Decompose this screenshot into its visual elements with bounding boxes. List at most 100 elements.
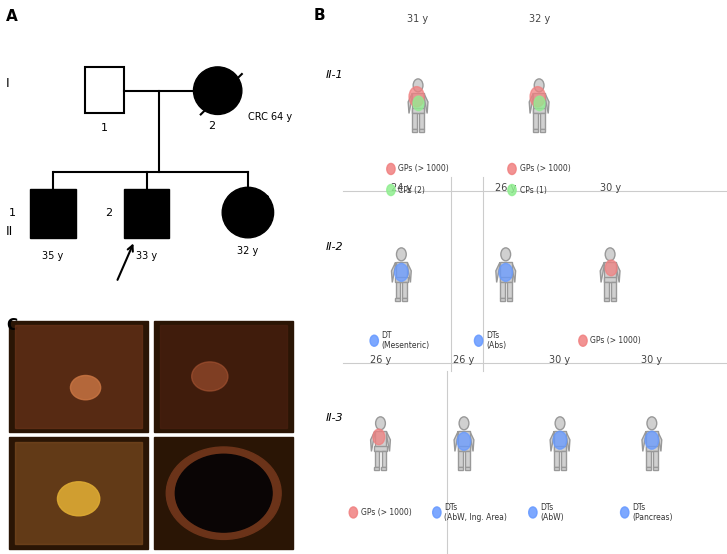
Bar [15, 325, 142, 428]
Bar [395, 276, 408, 283]
Bar [15, 442, 142, 544]
Polygon shape [408, 93, 412, 114]
Circle shape [475, 335, 483, 346]
Circle shape [166, 447, 281, 540]
Bar [374, 431, 386, 452]
Text: 24 y: 24 y [390, 183, 412, 193]
Polygon shape [371, 431, 374, 452]
Circle shape [376, 417, 385, 430]
Text: 30 y: 30 y [600, 183, 621, 193]
Text: 30 y: 30 y [641, 355, 662, 365]
Polygon shape [454, 431, 458, 452]
Circle shape [175, 454, 272, 532]
Bar [402, 298, 407, 301]
Bar [533, 107, 545, 114]
Circle shape [647, 417, 656, 430]
Circle shape [57, 482, 100, 516]
Text: 1: 1 [9, 208, 15, 218]
Circle shape [387, 163, 395, 175]
Bar [646, 452, 651, 467]
Bar [500, 283, 505, 298]
Bar [507, 298, 512, 301]
Text: 26 y: 26 y [370, 355, 391, 365]
Polygon shape [470, 431, 474, 452]
Text: DTs
(AbW, Ing. Area): DTs (AbW, Ing. Area) [444, 502, 507, 522]
Circle shape [534, 96, 545, 111]
Circle shape [645, 431, 659, 449]
Polygon shape [529, 93, 534, 114]
Text: DTs
(AbW): DTs (AbW) [540, 502, 564, 522]
Bar [646, 431, 658, 452]
Bar [653, 452, 658, 467]
Text: 1: 1 [101, 123, 108, 133]
Bar [395, 298, 401, 301]
Bar [554, 445, 566, 452]
Bar [561, 467, 566, 470]
Text: 33 y: 33 y [136, 250, 157, 260]
Circle shape [529, 507, 537, 518]
Circle shape [373, 429, 385, 445]
Text: 26 y: 26 y [454, 355, 475, 365]
Polygon shape [601, 262, 604, 283]
Bar [382, 452, 386, 467]
Polygon shape [550, 431, 554, 452]
Circle shape [605, 260, 617, 276]
Text: I: I [6, 77, 9, 90]
Bar [395, 262, 407, 283]
Text: 35 y: 35 y [42, 250, 63, 260]
Bar [561, 452, 566, 467]
Bar [84, 66, 124, 113]
Circle shape [396, 248, 406, 261]
Bar [499, 276, 512, 283]
Circle shape [499, 263, 513, 281]
Text: GPs (> 1000): GPs (> 1000) [520, 165, 570, 173]
Bar [458, 445, 470, 452]
Polygon shape [386, 431, 390, 452]
Text: GPs (> 1000): GPs (> 1000) [361, 508, 411, 517]
Bar [507, 283, 512, 298]
Bar [382, 467, 387, 470]
Bar [419, 114, 424, 129]
Bar [154, 437, 293, 549]
Text: B: B [313, 8, 325, 23]
Circle shape [579, 335, 587, 346]
Bar [554, 452, 559, 467]
Circle shape [621, 507, 629, 518]
Text: II-2: II-2 [326, 242, 343, 252]
Bar [412, 129, 417, 132]
Circle shape [534, 79, 544, 92]
Circle shape [501, 248, 510, 261]
Polygon shape [642, 431, 646, 452]
Bar [419, 129, 424, 132]
Polygon shape [566, 431, 570, 452]
Circle shape [508, 184, 516, 196]
Bar [534, 114, 538, 129]
Bar [611, 298, 616, 301]
Circle shape [71, 376, 100, 400]
Bar [154, 321, 293, 432]
Bar [9, 437, 148, 549]
Bar [124, 189, 169, 238]
Bar [533, 129, 538, 132]
Polygon shape [496, 262, 500, 283]
Circle shape [222, 187, 273, 238]
Bar [374, 445, 387, 452]
Bar [465, 467, 470, 470]
Bar [458, 467, 463, 470]
Bar [465, 452, 470, 467]
Bar [646, 467, 651, 470]
Text: 2: 2 [105, 208, 113, 218]
Text: CPs (1): CPs (1) [520, 186, 547, 194]
Circle shape [555, 417, 565, 430]
Text: DT
(Mesenteric): DT (Mesenteric) [382, 331, 430, 351]
Circle shape [457, 432, 471, 450]
Bar [9, 321, 148, 432]
Circle shape [459, 417, 469, 430]
Bar [540, 129, 545, 132]
Bar [540, 114, 545, 129]
Circle shape [395, 263, 408, 281]
Bar [646, 445, 658, 452]
Bar [374, 467, 379, 470]
Circle shape [387, 184, 395, 196]
Bar [499, 298, 505, 301]
